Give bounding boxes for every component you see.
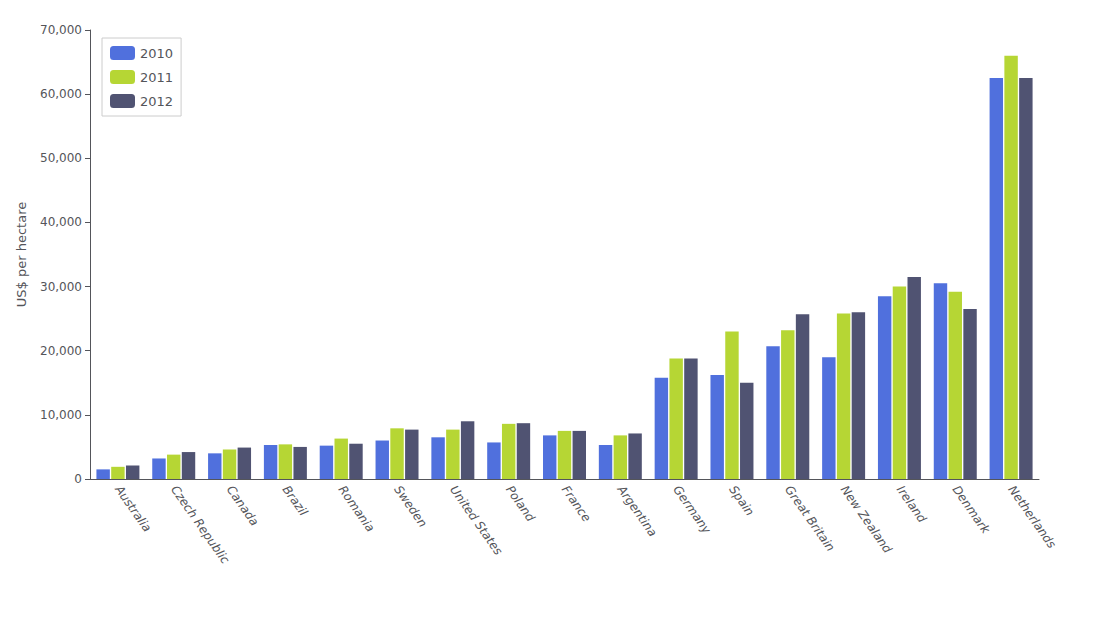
- svg-text:2010: 2010: [140, 46, 173, 61]
- svg-text:50,000: 50,000: [40, 151, 82, 165]
- svg-text:Sweden: Sweden: [391, 483, 430, 530]
- svg-text:United States: United States: [447, 483, 505, 558]
- svg-text:40,000: 40,000: [40, 215, 82, 229]
- svg-text:30,000: 30,000: [40, 280, 82, 294]
- svg-text:Australia: Australia: [112, 482, 155, 534]
- svg-text:0: 0: [74, 472, 82, 486]
- svg-text:Czech Republic: Czech Republic: [168, 483, 232, 567]
- svg-text:Netherlands: Netherlands: [1005, 483, 1058, 551]
- svg-text:France: France: [559, 483, 594, 524]
- svg-text:Germany: Germany: [670, 483, 714, 537]
- svg-text:Romania: Romania: [335, 483, 377, 534]
- svg-text:Argentina: Argentina: [614, 482, 660, 539]
- svg-text:Ireland: Ireland: [894, 483, 930, 526]
- svg-text:US$ per hectare: US$ per hectare: [14, 202, 29, 307]
- svg-text:70,000: 70,000: [40, 23, 82, 37]
- svg-text:2012: 2012: [140, 94, 173, 109]
- svg-text:New Zealand: New Zealand: [838, 483, 895, 556]
- svg-text:2011: 2011: [140, 70, 173, 85]
- svg-text:Canada: Canada: [224, 483, 262, 528]
- svg-text:Brazil: Brazil: [280, 483, 311, 519]
- svg-text:20,000: 20,000: [40, 344, 82, 358]
- svg-text:60,000: 60,000: [40, 87, 82, 101]
- svg-text:Poland: Poland: [503, 483, 538, 525]
- svg-text:Denmark: Denmark: [950, 483, 994, 537]
- svg-text:10,000: 10,000: [40, 408, 82, 422]
- svg-text:Spain: Spain: [726, 483, 757, 518]
- svg-text:Great Britain: Great Britain: [782, 483, 838, 554]
